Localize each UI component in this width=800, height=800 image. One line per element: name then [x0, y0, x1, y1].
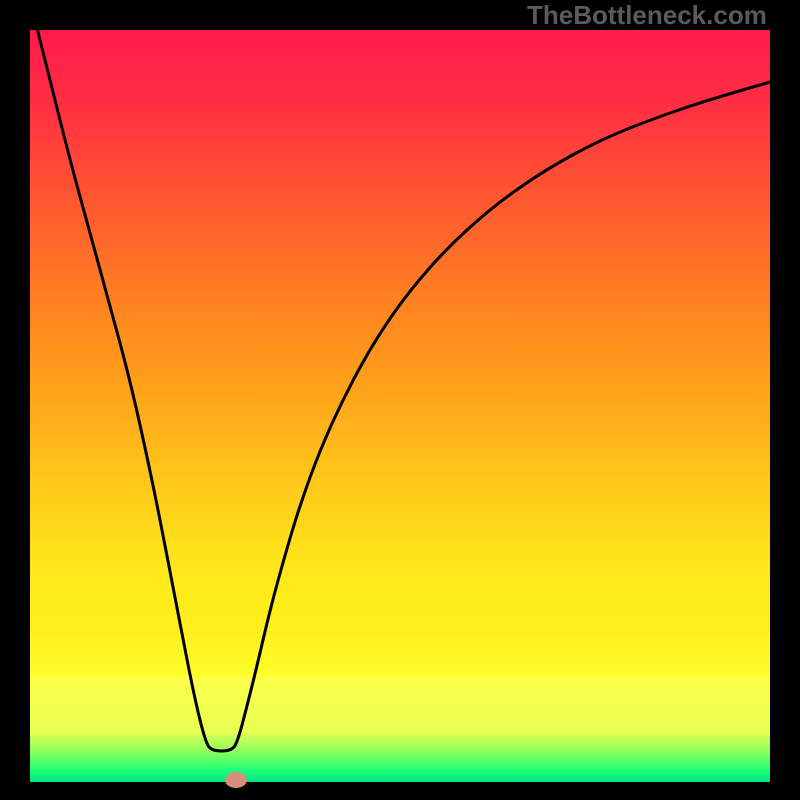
- plot-area: [30, 30, 770, 782]
- frame-border-bottom: [0, 782, 800, 800]
- watermark-text: TheBottleneck.com: [527, 0, 767, 31]
- frame-border-left: [0, 0, 30, 800]
- frame-border-right: [770, 0, 800, 800]
